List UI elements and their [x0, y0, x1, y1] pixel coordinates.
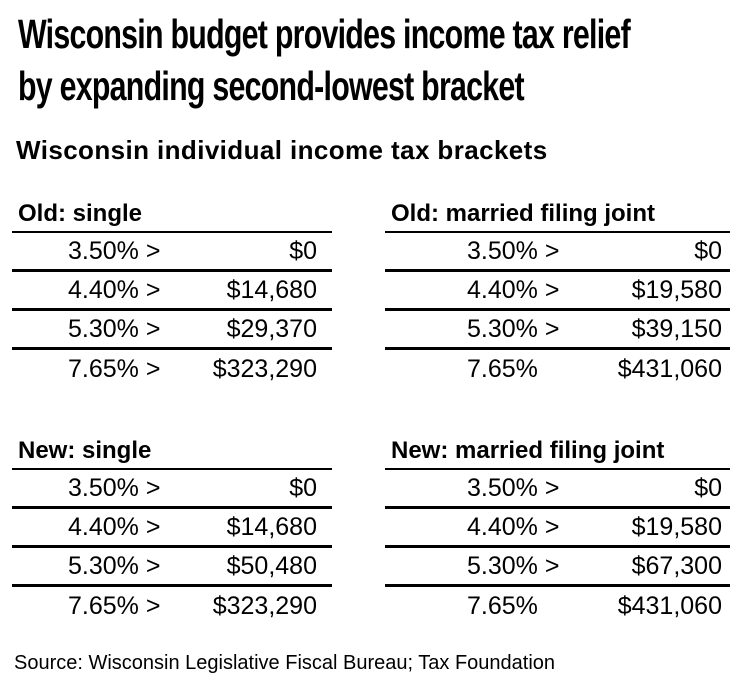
table-old-single: Old: single 3.50% > $0 4.40% > $14,680 5.30% … [12, 200, 332, 389]
rate-cell: 3.50% > [68, 236, 161, 265]
table-row: 4.40% > $14,680 [12, 509, 332, 548]
table-row: 4.40% > $19,580 [385, 509, 730, 548]
table-new-married: New: married filing joint 3.50% > $0 4.40% … [385, 437, 730, 626]
rate-cell: 7.65% [467, 355, 538, 383]
table-row: 4.40% > $19,580 [385, 272, 730, 311]
rate-cell: 7.65% [467, 592, 538, 620]
table-old-married: Old: married filing joint 3.50% > $0 4.40% … [385, 200, 730, 389]
table-row: 5.30% > $67,300 [385, 548, 730, 587]
chart-subtitle: Wisconsin individual income tax brackets [16, 135, 548, 165]
rate-cell: 3.50% > [68, 473, 161, 502]
rate-cell: 5.30% > [467, 551, 560, 580]
rate-cell: 4.40% > [68, 512, 161, 541]
threshold-cell: $29,370 [226, 314, 317, 343]
table-title: Old: single [12, 200, 332, 233]
threshold-cell: $14,680 [226, 275, 317, 304]
table-row: 3.50% > $0 [12, 233, 332, 272]
threshold-cell: $0 [289, 236, 317, 265]
rate-cell: 5.30% > [467, 314, 560, 343]
rate-cell: 4.40% > [467, 275, 560, 304]
threshold-cell: $0 [694, 473, 722, 502]
table-row: 5.30% > $50,480 [12, 548, 332, 587]
infographic: Wisconsin budget provides income tax rel… [0, 8, 745, 695]
table-row: 7.65% > $323,290 [12, 587, 332, 626]
threshold-cell: $19,580 [631, 275, 722, 304]
page-title-line-1: Wisconsin budget provides income tax rel… [18, 11, 631, 57]
threshold-cell: $0 [289, 473, 317, 502]
rate-cell: 7.65% > [68, 592, 161, 620]
rate-cell: 7.65% > [68, 355, 161, 383]
page-title-line-2: by expanding second-lowest bracket [18, 63, 525, 109]
rate-cell: 4.40% > [467, 512, 560, 541]
table-row: 7.65% > $323,290 [12, 350, 332, 389]
threshold-cell: $431,060 [617, 592, 722, 620]
table-title: New: married filing joint [385, 437, 730, 470]
table-row: 4.40% > $14,680 [12, 272, 332, 311]
table-row: 7.65% $431,060 [385, 587, 730, 626]
threshold-cell: $431,060 [617, 355, 722, 383]
threshold-cell: $67,300 [631, 551, 722, 580]
table-title: Old: married filing joint [385, 200, 730, 233]
table-row: 3.50% > $0 [385, 470, 730, 509]
threshold-cell: $0 [694, 236, 722, 265]
table-row: 5.30% > $29,370 [12, 311, 332, 350]
threshold-cell: $19,580 [631, 512, 722, 541]
rate-cell: 3.50% > [467, 236, 560, 265]
threshold-cell: $39,150 [631, 314, 722, 343]
table-new-single: New: single 3.50% > $0 4.40% > $14,680 5.30% … [12, 437, 332, 626]
rate-cell: 3.50% > [467, 473, 560, 502]
source-note: Source: Wisconsin Legislative Fiscal Bur… [14, 652, 556, 674]
table-row: 3.50% > $0 [385, 233, 730, 272]
threshold-cell: $323,290 [212, 355, 317, 383]
rate-cell: 5.30% > [68, 551, 161, 580]
table-row: 3.50% > $0 [12, 470, 332, 509]
table-row: 7.65% $431,060 [385, 350, 730, 389]
table-row: 5.30% > $39,150 [385, 311, 730, 350]
threshold-cell: $323,290 [212, 592, 317, 620]
table-title: New: single [12, 437, 332, 470]
bracket-tables-grid: Old: single 3.50% > $0 4.40% > $14,680 5.30% … [12, 200, 745, 626]
rate-cell: 5.30% > [68, 314, 161, 343]
threshold-cell: $14,680 [226, 512, 317, 541]
threshold-cell: $50,480 [226, 551, 317, 580]
page-title: Wisconsin budget provides income tax rel… [18, 8, 745, 112]
rate-cell: 4.40% > [68, 275, 161, 304]
